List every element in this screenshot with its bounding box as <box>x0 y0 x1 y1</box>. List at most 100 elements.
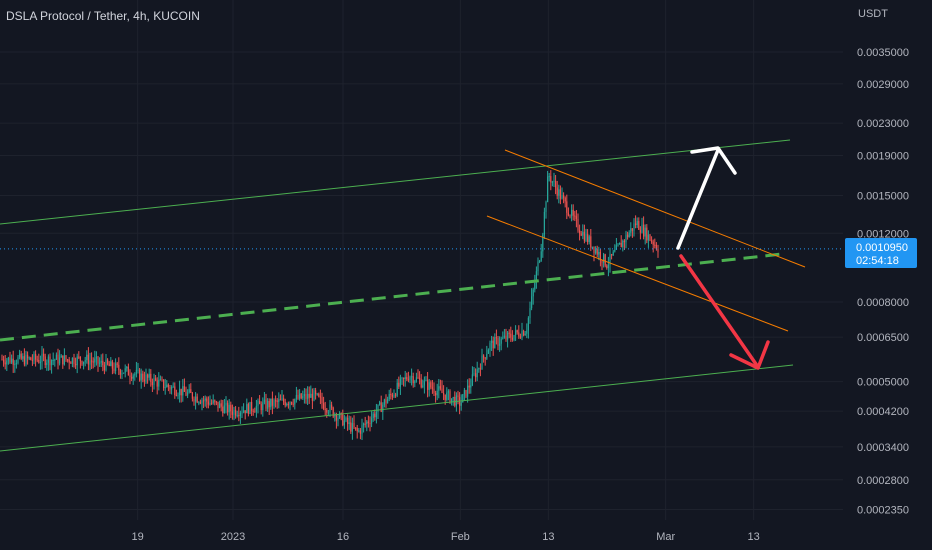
candle <box>590 228 592 252</box>
candle-body <box>339 413 341 418</box>
candle <box>249 401 251 415</box>
candle-body <box>545 202 547 212</box>
candle-body <box>577 219 579 231</box>
candle-body <box>63 355 65 365</box>
candle-body <box>518 332 520 337</box>
candle-body <box>348 422 350 425</box>
candle-body <box>137 369 139 371</box>
candle <box>329 399 331 417</box>
candle-body <box>457 395 459 398</box>
candle-body <box>57 354 59 364</box>
candle-body <box>228 404 230 413</box>
candle <box>49 353 51 371</box>
candle-body <box>555 181 557 188</box>
candle-body <box>278 399 280 402</box>
candle-body <box>291 402 293 404</box>
candle-body <box>140 373 142 381</box>
candle <box>148 368 150 381</box>
candle <box>51 359 53 374</box>
wedge-upper-line <box>504 149 806 268</box>
candle-body <box>379 402 381 405</box>
price-tick-label: 0.0012000 <box>857 228 909 240</box>
candle <box>203 396 205 408</box>
candle <box>233 406 235 421</box>
candle <box>268 398 270 415</box>
candle <box>348 415 350 430</box>
candle <box>145 368 147 384</box>
candle-body <box>276 400 278 402</box>
candle <box>387 396 389 404</box>
candle-body <box>145 374 147 382</box>
candle <box>87 347 89 371</box>
time-tick-label: 13 <box>748 531 760 543</box>
candle <box>345 416 347 423</box>
bullish-arrow-shaft <box>676 148 720 250</box>
candle <box>651 236 653 244</box>
candle-body <box>281 398 283 400</box>
candle-body <box>39 362 41 364</box>
candle-body <box>302 396 304 399</box>
candle-body <box>415 377 417 382</box>
candle <box>311 388 313 410</box>
candle-body <box>399 378 401 387</box>
candle-body <box>292 403 294 405</box>
candle <box>91 352 93 369</box>
candle <box>283 394 285 406</box>
candle <box>127 363 129 376</box>
time-axis[interactable]: 19 2023 16 Feb 13 Mar 13 <box>132 531 760 543</box>
candle-body <box>124 368 126 373</box>
candle-body <box>148 373 150 378</box>
candle-body <box>260 404 262 411</box>
candle <box>286 402 288 407</box>
candle-body <box>27 354 29 359</box>
grid <box>0 0 843 520</box>
bearish-arrow-shaft <box>679 254 760 369</box>
candle-body <box>33 353 35 361</box>
candle-body <box>155 378 157 381</box>
candle <box>123 372 125 374</box>
candle <box>417 369 419 379</box>
candle <box>126 366 128 372</box>
candle-body <box>556 187 558 196</box>
candle-body <box>267 400 269 409</box>
candle <box>484 357 486 366</box>
candle <box>443 385 445 401</box>
candle-body <box>273 400 275 406</box>
candle-body <box>51 360 53 366</box>
candle <box>239 410 241 424</box>
candle <box>503 329 505 339</box>
candle-body <box>83 361 85 365</box>
candle-body <box>614 249 616 252</box>
candle <box>614 244 616 253</box>
price-tick-label: 0.0008000 <box>857 297 909 309</box>
candle-body <box>569 215 571 217</box>
candle <box>471 366 473 387</box>
candle-body <box>651 240 653 242</box>
candle-body <box>198 402 200 404</box>
time-tick-label: Feb <box>451 531 470 543</box>
candle-body <box>377 404 379 412</box>
candle <box>505 328 507 342</box>
candle <box>444 394 446 405</box>
price-axis[interactable]: 0.0035000 0.0029000 0.0023000 0.0019000 0.00… <box>857 47 909 516</box>
candle <box>151 378 153 392</box>
candle <box>241 406 243 419</box>
candle-body <box>567 212 569 216</box>
candle <box>222 400 224 417</box>
candle-body <box>174 386 176 395</box>
candle-body <box>387 399 389 404</box>
candle-body <box>78 356 80 358</box>
candle <box>399 374 401 395</box>
candle <box>383 398 385 408</box>
candle <box>644 224 646 245</box>
candle <box>334 412 336 422</box>
candle <box>110 357 112 367</box>
candle-body <box>443 393 445 395</box>
candle-body <box>428 382 430 390</box>
candle <box>593 246 595 262</box>
candle <box>294 398 296 410</box>
candle-body <box>89 360 91 365</box>
candle <box>374 409 376 421</box>
drawings[interactable] <box>0 139 843 452</box>
